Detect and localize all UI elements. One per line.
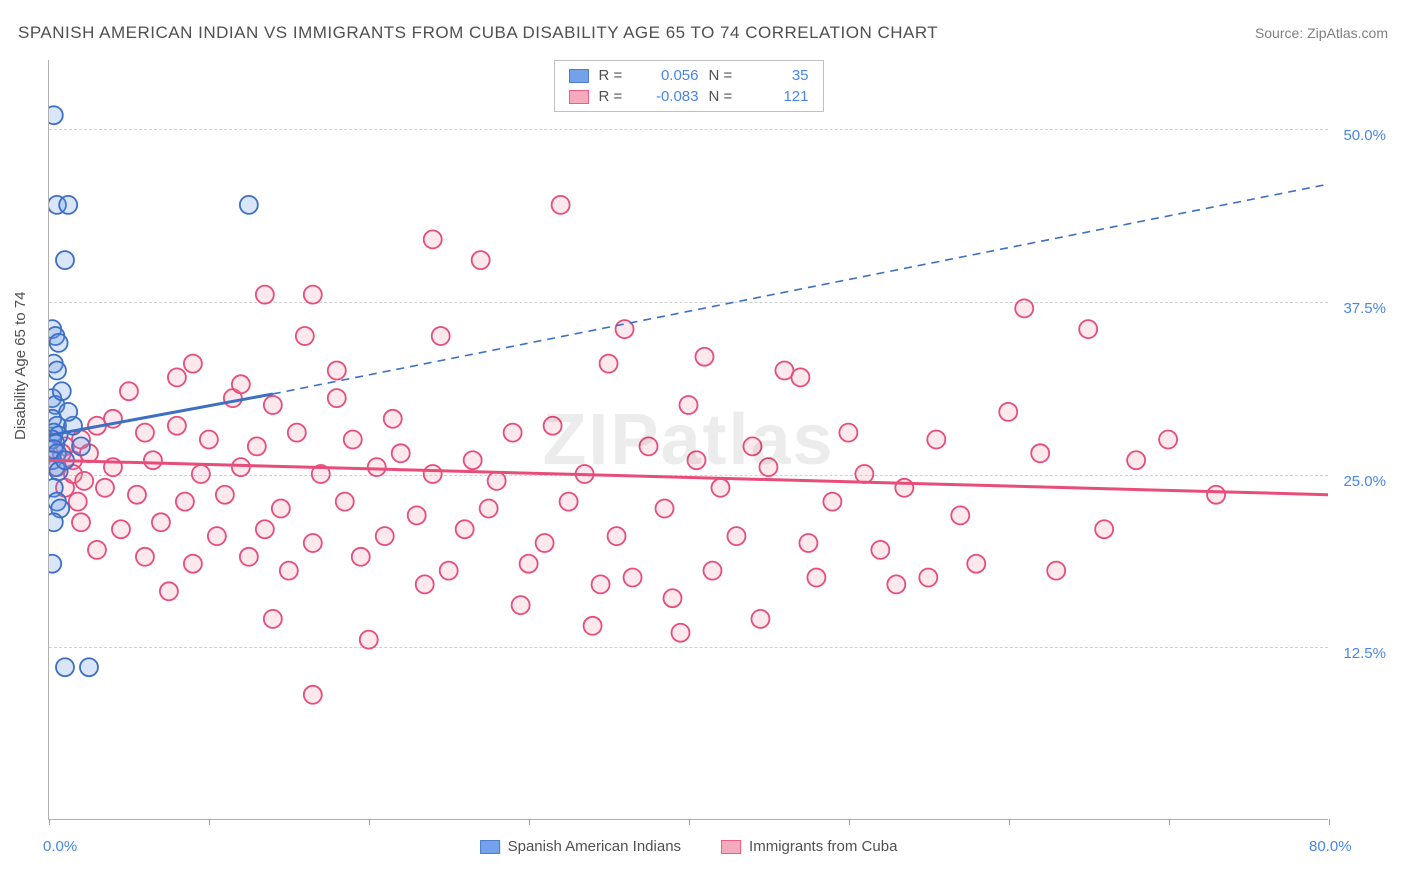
x-tick-label: 80.0%: [1309, 838, 1352, 855]
scatter-plot-svg: [49, 60, 1328, 819]
swatch-pink-icon: [721, 840, 741, 854]
x-tick: [849, 819, 850, 825]
r-label: R =: [599, 67, 629, 84]
x-tick: [689, 819, 690, 825]
swatch-blue-icon: [569, 69, 589, 83]
legend-item-blue: Spanish American Indians: [480, 838, 681, 855]
x-tick: [49, 819, 50, 825]
swatch-blue-icon: [480, 840, 500, 854]
header: SPANISH AMERICAN INDIAN VS IMMIGRANTS FR…: [18, 18, 1388, 48]
legend-stats-row-blue: R = 0.056 N = 35: [555, 65, 823, 86]
y-tick-label: 37.5%: [1343, 300, 1386, 317]
legend-stats: R = 0.056 N = 35 R = -0.083 N = 121: [554, 60, 824, 112]
n-value-pink: 121: [749, 88, 809, 105]
r-label: R =: [599, 88, 629, 105]
y-tick-label: 25.0%: [1343, 473, 1386, 490]
r-value-blue: 0.056: [639, 67, 699, 84]
legend-item-pink: Immigrants from Cuba: [721, 838, 897, 855]
x-tick: [369, 819, 370, 825]
chart-title: SPANISH AMERICAN INDIAN VS IMMIGRANTS FR…: [18, 23, 938, 43]
x-tick-label: 0.0%: [43, 838, 77, 855]
y-axis-title: Disability Age 65 to 74: [12, 292, 29, 440]
x-tick: [529, 819, 530, 825]
legend-label-blue: Spanish American Indians: [508, 838, 681, 855]
n-label: N =: [709, 67, 739, 84]
legend-stats-row-pink: R = -0.083 N = 121: [555, 86, 823, 107]
legend-label-pink: Immigrants from Cuba: [749, 838, 897, 855]
x-tick: [209, 819, 210, 825]
x-tick: [1009, 819, 1010, 825]
r-value-pink: -0.083: [639, 88, 699, 105]
n-label: N =: [709, 88, 739, 105]
x-tick: [1329, 819, 1330, 825]
chart-area: ZIPatlas R = 0.056 N = 35 R = -0.083 N =…: [48, 60, 1328, 820]
y-tick-label: 12.5%: [1343, 645, 1386, 662]
n-value-blue: 35: [749, 67, 809, 84]
x-tick: [1169, 819, 1170, 825]
y-tick-label: 50.0%: [1343, 127, 1386, 144]
legend-series: Spanish American Indians Immigrants from…: [480, 838, 898, 855]
swatch-pink-icon: [569, 90, 589, 104]
source-label: Source: ZipAtlas.com: [1255, 25, 1388, 41]
